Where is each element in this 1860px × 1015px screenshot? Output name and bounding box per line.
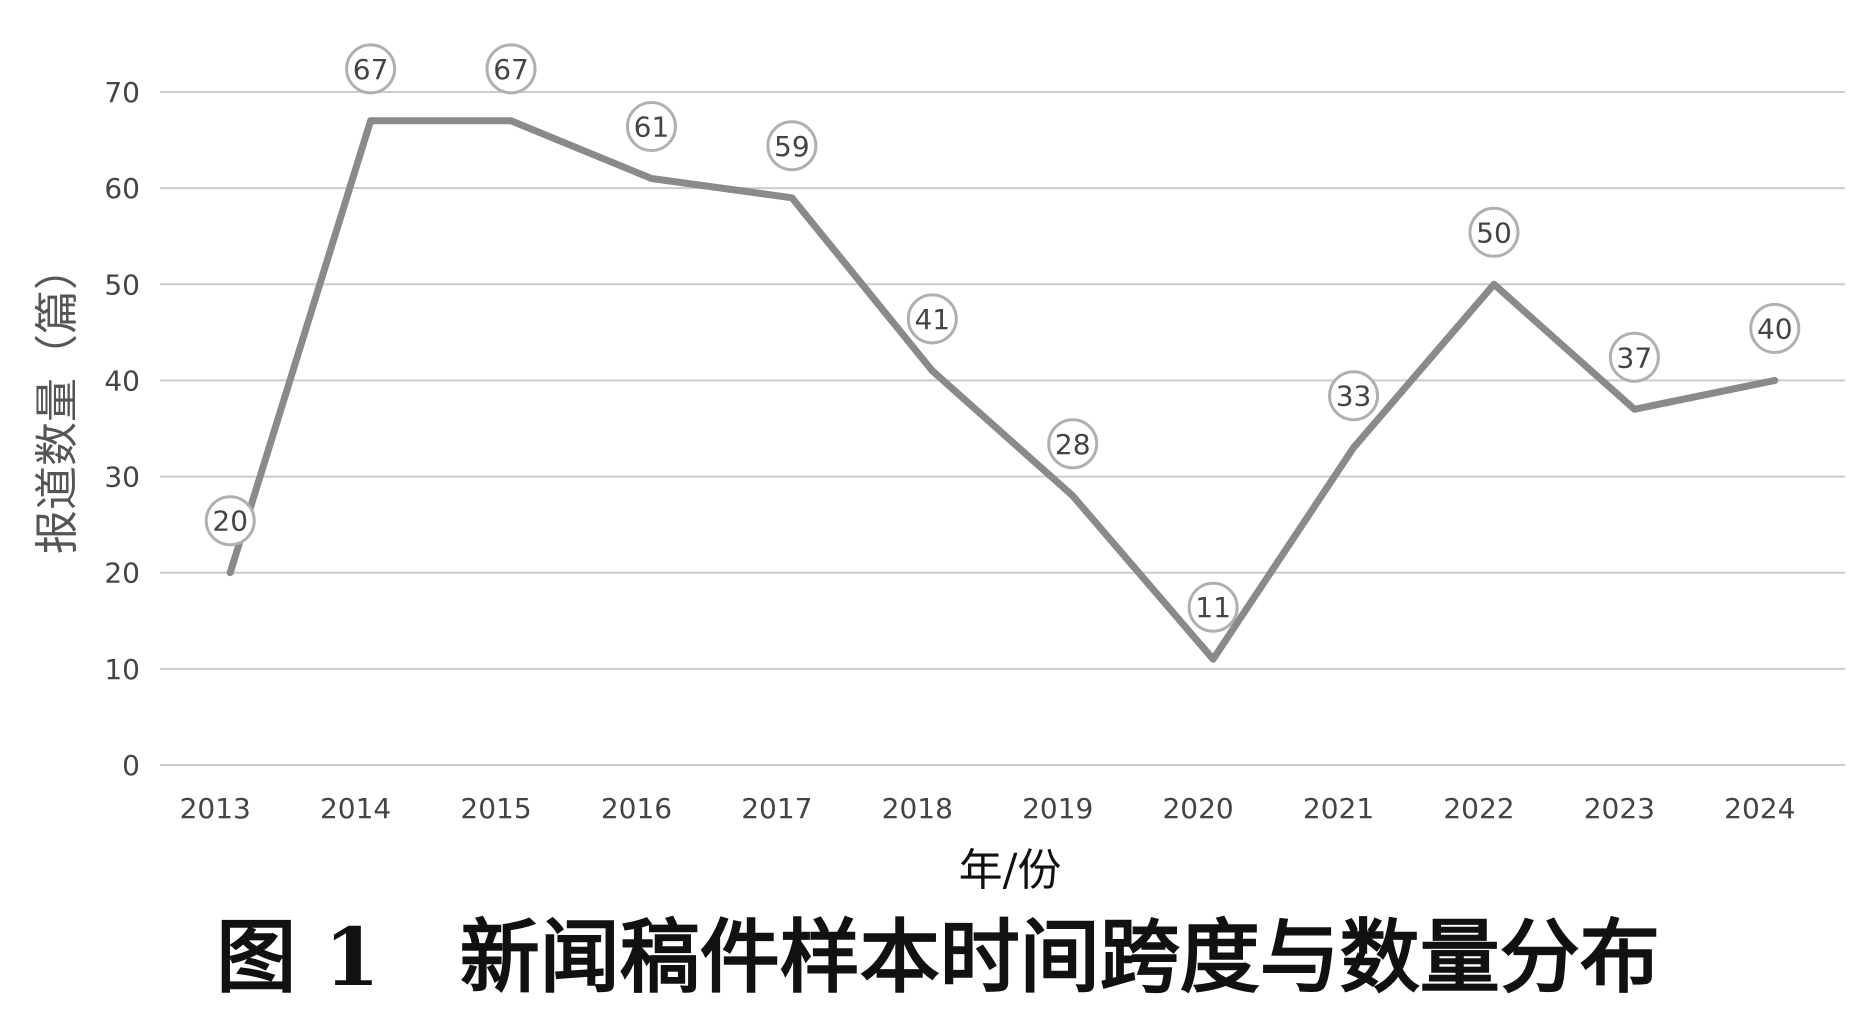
data-label: 61 <box>625 101 677 153</box>
gridlines <box>160 91 1845 766</box>
data-label-text: 28 <box>1055 428 1091 461</box>
figure-caption: 图 1 新闻稿件样本时间跨度与数量分布 <box>216 910 1660 1004</box>
y-tick-label: 20 <box>104 557 140 590</box>
data-label-text: 67 <box>353 53 389 86</box>
data-label-text: 50 <box>1476 216 1512 249</box>
data-label: 67 <box>485 43 537 95</box>
y-tick-label: 30 <box>104 461 140 494</box>
data-label-circle <box>766 120 818 172</box>
y-axis-ticks: 0 10 20 30 40 50 60 70 <box>104 76 140 782</box>
data-label: 28 <box>1047 418 1099 470</box>
x-tick-label: 2014 <box>320 792 391 825</box>
data-label: 40 <box>1749 302 1801 354</box>
data-label-circle <box>906 293 958 345</box>
x-tick-label: 2023 <box>1584 792 1655 825</box>
data-label-circle <box>1749 302 1801 354</box>
x-tick-label: 2013 <box>180 792 251 825</box>
data-label-circle <box>1328 370 1380 422</box>
data-label-circle <box>345 43 397 95</box>
data-label-text: 20 <box>212 505 248 538</box>
y-tick-label: 70 <box>104 76 140 109</box>
data-label: 33 <box>1328 370 1380 422</box>
x-axis-ticks: 2013 2014 2015 2016 2017 2018 2019 2020 2021 2022… <box>180 792 1796 825</box>
data-label-text: 67 <box>493 53 529 86</box>
data-labels: 20 67 67 61 59 41 28 11 33 50 37 40 <box>204 43 1801 633</box>
data-label-text: 37 <box>1617 341 1653 374</box>
data-label-text: 33 <box>1336 380 1372 413</box>
series-line <box>226 117 1779 663</box>
data-label-text: 61 <box>634 111 670 144</box>
x-tick-label: 2024 <box>1724 792 1795 825</box>
y-tick-label: 0 <box>122 749 140 782</box>
data-label: 59 <box>766 120 818 172</box>
y-tick-label: 60 <box>104 172 140 205</box>
x-axis-label: 年/份 <box>959 845 1062 896</box>
x-tick-label: 2022 <box>1443 792 1514 825</box>
x-tick-label: 2016 <box>601 792 672 825</box>
data-label-circle <box>1047 418 1099 470</box>
data-label: 41 <box>906 293 958 345</box>
data-label-text: 41 <box>914 303 950 336</box>
y-tick-label: 10 <box>104 653 140 686</box>
data-label-text: 59 <box>774 130 810 163</box>
data-label-circle <box>1187 581 1239 633</box>
data-label: 50 <box>1468 206 1520 258</box>
data-label-circle <box>1608 331 1660 383</box>
data-label-circle <box>485 43 537 95</box>
data-label-text: 40 <box>1757 312 1793 345</box>
data-label: 37 <box>1608 331 1660 383</box>
data-label-text: 11 <box>1195 591 1231 624</box>
data-label: 11 <box>1187 581 1239 633</box>
series-line-layer <box>226 117 1779 663</box>
x-tick-label: 2021 <box>1303 792 1374 825</box>
data-label-circle <box>204 495 256 547</box>
x-tick-label: 2017 <box>741 792 812 825</box>
y-tick-label: 50 <box>104 268 140 301</box>
data-label: 20 <box>204 495 256 547</box>
y-axis-label: 报道数量（篇） <box>32 246 83 554</box>
x-tick-label: 2015 <box>460 792 531 825</box>
x-tick-label: 2020 <box>1162 792 1233 825</box>
data-label-circle <box>625 101 677 153</box>
y-tick-label: 40 <box>104 364 140 397</box>
x-tick-label: 2019 <box>1022 792 1093 825</box>
x-tick-label: 2018 <box>882 792 953 825</box>
data-label: 67 <box>345 43 397 95</box>
data-label-circle <box>1468 206 1520 258</box>
